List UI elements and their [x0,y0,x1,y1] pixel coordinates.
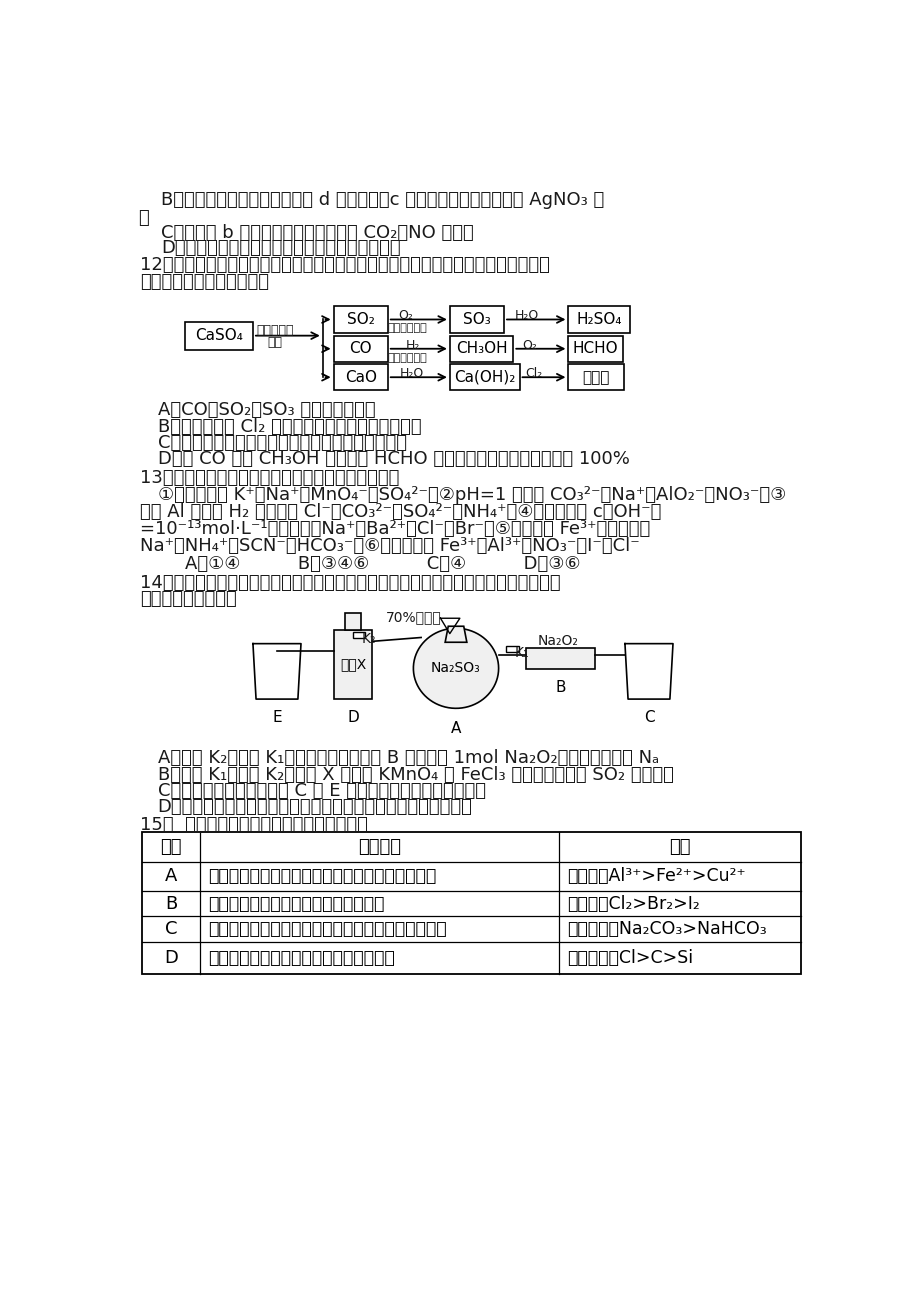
Bar [334,336,388,362]
Text: 氧化性：Cl₂>Br₂>I₂: 氧化性：Cl₂>Br₂>I₂ [566,894,698,913]
Text: C: C [643,710,653,725]
Text: =10⁻¹³mol·L⁻¹的溶液中，Na⁺、Ba²⁺、Cl⁻、Br⁻；⑤有较多的 Fe³⁺的溶液中，: =10⁻¹³mol·L⁻¹的溶液中，Na⁺、Ba²⁺、Cl⁻、Br⁻；⑤有较多的… [140,519,650,538]
Text: H₂: H₂ [405,339,420,352]
Text: B．关闭 K₁，打开 K₂，试剂 X 是酸性 KMnO₄ 或 FeCl₃ 溶液，均可证明 SO₂ 有还原性: B．关闭 K₁，打开 K₂，试剂 X 是酸性 KMnO₄ 或 FeCl₃ 溶液，… [157,766,673,784]
Text: 下图）。下列说法正确的是: 下图）。下列说法正确的是 [140,273,268,292]
Text: A: A [450,720,460,736]
Text: Cl₂: Cl₂ [525,367,542,380]
Bar [142,832,800,974]
Text: A．关闭 K₂，打开 K₁，滴加硫酸，则装置 B 中每消耗 1mol Na₂O₂，转移电子数为 Nₐ: A．关闭 K₂，打开 K₁，滴加硫酸，则装置 B 中每消耗 1mol Na₂O₂… [157,749,658,767]
Text: CaSO₄: CaSO₄ [195,328,243,344]
Text: D．丁装置是实验室制取收集纯净氯气的替代装置: D．丁装置是实验室制取收集纯净氯气的替代装置 [162,240,401,258]
Text: SO₃: SO₃ [462,312,490,327]
Text: 液: 液 [138,208,149,227]
Text: 锥形瓶中有气体产生，烧杯中液体变浑浊: 锥形瓶中有气体产生，烧杯中液体变浑浊 [208,949,394,967]
Text: 加入 Al 能放出 H₂ 的溶液中 Cl⁻、CO₃²⁻、SO₄²⁻、NH₄⁺；④由水电离的 c（OH⁻）: 加入 Al 能放出 H₂ 的溶液中 Cl⁻、CO₃²⁻、SO₄²⁻、NH₄⁺；④… [140,503,661,521]
Bar [568,365,623,391]
Bar [353,631,365,638]
Text: 实验现象: 实验现象 [357,838,401,855]
Text: B．工业上利用 Cl₂ 和澄清石灰水反应来制取漂白粉: B．工业上利用 Cl₂ 和澄清石灰水反应来制取漂白粉 [157,418,421,436]
Text: K₂: K₂ [361,631,376,646]
Text: CH₃OH: CH₃OH [455,341,507,357]
Text: O₂: O₂ [521,339,536,352]
Text: 催化剂、加热: 催化剂、加热 [388,353,427,362]
Text: 13．下列各组离子在指定溶液中一定能大量共存的是: 13．下列各组离子在指定溶液中一定能大量共存的是 [140,469,399,487]
Bar [345,613,360,630]
Text: 左烧杯中铁表面有气泡，右边烧杯中铜表面有气泡: 左烧杯中铁表面有气泡，右边烧杯中铜表面有气泡 [208,867,436,885]
Text: C．除去与水反应，图示转化反应均为氧化还原反应: C．除去与水反应，图示转化反应均为氧化还原反应 [157,434,406,452]
Text: C: C [165,921,177,939]
Text: 热稳定性：Na₂CO₃>NaHCO₃: 热稳定性：Na₂CO₃>NaHCO₃ [566,921,766,939]
Bar [568,336,622,362]
Text: D: D [346,710,358,725]
Text: O₂: O₂ [398,310,413,323]
Bar [334,306,388,332]
Text: 实验: 实验 [160,838,182,855]
Text: 12．硫酸钙是一种用途非常广泛的产品，可用于生产硫酸、漂白粉等一系列物质（见: 12．硫酸钙是一种用途非常广泛的产品，可用于生产硫酸、漂白粉等一系列物质（见 [140,256,549,275]
Text: 右烧杯中澄清石灰水变浑浊，左边烧杯中无明显变化: 右烧杯中澄清石灰水变浑浊，左边烧杯中无明显变化 [208,921,446,939]
Text: HCHO: HCHO [572,341,618,357]
Text: Na₂O₂: Na₂O₂ [537,634,578,647]
Text: H₂O: H₂O [515,310,539,323]
Text: B: B [165,894,177,913]
Text: D．实验过程中体现了硫酸的酸性、吸水性、难挥发性、强氧化性: D．实验过程中体现了硫酸的酸性、吸水性、难挥发性、强氧化性 [157,798,472,816]
Text: ①透明溶液中 K⁺、Na⁺、MnO₄⁻、SO₄²⁻；②pH=1 的溶液 CO₃²⁻、Na⁺、AlO₂⁻、NO₃⁻；③: ①透明溶液中 K⁺、Na⁺、MnO₄⁻、SO₄²⁻；②pH=1 的溶液 CO₃²… [157,486,785,504]
Text: D．用 CO 合成 CH₃OH 进而合成 HCHO 的两步反应，原子利用率均为 100%: D．用 CO 合成 CH₃OH 进而合成 HCHO 的两步反应，原子利用率均为 … [157,450,629,469]
Text: 氧化性：Al³⁺>Fe²⁺>Cu²⁺: 氧化性：Al³⁺>Fe²⁺>Cu²⁺ [566,867,744,885]
Text: 漂白粉: 漂白粉 [582,370,609,384]
Text: 催化剂、加热: 催化剂、加热 [388,323,427,333]
Text: C．丙装置 b 口进气排空气法不可收集 CO₂、NO 等气体: C．丙装置 b 口进气排空气法不可收集 CO₂、NO 等气体 [162,224,473,242]
Text: D: D [165,949,178,967]
Text: C．为防止环境污染，装置 C 和 E 中的试剂均取用饱和的石灰水: C．为防止环境污染，装置 C 和 E 中的试剂均取用饱和的石灰水 [157,783,485,801]
Text: H₂SO₄: H₂SO₄ [576,312,621,327]
Text: E: E [272,710,281,725]
Text: 70%的硫酸: 70%的硫酸 [386,611,441,625]
Text: Na⁺、NH₄⁺、SCN⁻、HCO₃⁻；⑥酸性溶液中 Fe³⁺、Al³⁺、NO₃⁻、I⁻、Cl⁻: Na⁺、NH₄⁺、SCN⁻、HCO₃⁻；⑥酸性溶液中 Fe³⁺、Al³⁺、NO₃… [140,536,639,555]
Text: 焦炭、空气: 焦炭、空气 [255,324,293,337]
Text: 14．如图是实验室进行二氧化硫制备与性质实验的组合装置，部分固定装置未画出。下: 14．如图是实验室进行二氧化硫制备与性质实验的组合装置，部分固定装置未画出。下 [140,574,560,591]
Bar [449,365,519,391]
Bar [505,646,518,652]
Bar [449,336,513,362]
Text: Na₂SO₃: Na₂SO₃ [431,661,481,676]
Bar [334,365,388,391]
Text: 15．  根据下列实验现象，所得结论正确的是: 15． 根据下列实验现象，所得结论正确的是 [140,816,368,835]
Text: A．CO、SO₂、SO₃ 均是酸性氧化物: A．CO、SO₂、SO₃ 均是酸性氧化物 [157,401,375,419]
Text: Ca(OH)₂: Ca(OH)₂ [453,370,515,384]
Bar [185,322,253,349]
Text: 非金属性：Cl>C>Si: 非金属性：Cl>C>Si [566,949,692,967]
Text: K₁: K₁ [515,646,529,660]
Polygon shape [445,626,466,642]
Text: 结论: 结论 [668,838,690,855]
Text: H₂O: H₂O [400,367,424,380]
Text: 列有关说法正确的是: 列有关说法正确的是 [140,590,236,608]
Text: 高温: 高温 [267,336,281,349]
Bar [525,647,595,669]
Text: CaO: CaO [345,370,376,384]
Bar [449,306,504,332]
Text: CO: CO [349,341,371,357]
Polygon shape [413,629,498,708]
Text: SO₂: SO₂ [346,312,374,327]
Text: B．若采用乙装置铝件镀银，则 d 极为铝件，c 极为纯银，电解质溶液为 AgNO₃ 溶: B．若采用乙装置铝件镀银，则 d 极为铝件，c 极为纯银，电解质溶液为 AgNO… [162,191,604,208]
Text: A: A [165,867,177,885]
Bar [568,306,630,332]
Text: 左边棉花变为橙色，右边棉花变为蓝色: 左边棉花变为橙色，右边棉花变为蓝色 [208,894,384,913]
Text: 试剂X: 试剂X [339,658,366,672]
Bar [334,630,372,699]
Text: B: B [555,680,565,695]
Text: A．①④          B．③④⑥          C．④          D．③⑥: A．①④ B．③④⑥ C．④ D．③⑥ [185,555,580,573]
